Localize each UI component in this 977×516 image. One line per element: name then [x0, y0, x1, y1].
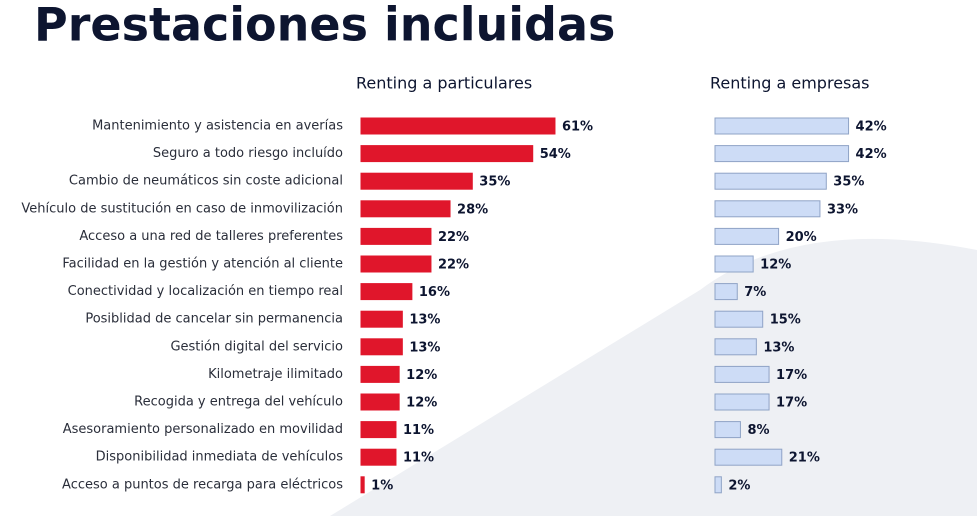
value-label: 13%	[409, 340, 440, 355]
value-label: 22%	[438, 258, 469, 273]
category-label: Recogida y entrega del vehículo	[134, 395, 343, 410]
value-label: 2%	[728, 478, 750, 493]
value-label: 15%	[770, 313, 801, 328]
value-label: 13%	[763, 340, 794, 355]
value-label: 7%	[744, 285, 766, 300]
value-label: 20%	[786, 230, 817, 245]
bar	[714, 310, 764, 328]
bar	[360, 365, 400, 383]
category-label: Gestión digital del servicio	[170, 339, 343, 354]
value-label: 35%	[479, 175, 510, 190]
category-label: Seguro a todo riesgo incluído	[153, 146, 343, 161]
category-label: Kilometraje ilimitado	[208, 367, 343, 382]
bar	[360, 145, 534, 163]
bar	[360, 476, 365, 494]
category-label: Posiblidad de cancelar sin permanencia	[85, 312, 343, 327]
bar	[360, 255, 432, 273]
background-shape	[330, 238, 977, 516]
bar	[714, 448, 783, 466]
bar	[360, 227, 432, 245]
bar	[360, 338, 403, 356]
value-label: 13%	[409, 313, 440, 328]
bar	[714, 145, 850, 163]
bar	[714, 421, 741, 439]
category-label: Conectividad y localización en tiempo re…	[68, 284, 343, 299]
value-label: 35%	[833, 175, 864, 190]
value-label: 12%	[406, 368, 437, 383]
value-label: 42%	[856, 147, 887, 162]
bar	[714, 476, 722, 494]
category-label: Mantenimiento y asistencia en averías	[92, 119, 343, 134]
bar	[714, 117, 850, 135]
bar	[714, 338, 757, 356]
value-label: 1%	[371, 478, 393, 493]
value-label: 11%	[403, 423, 434, 438]
value-label: 12%	[760, 258, 791, 273]
category-label: Acceso a puntos de recarga para eléctric…	[62, 477, 343, 492]
bar	[714, 283, 738, 301]
category-label: Cambio de neumáticos sin coste adicional	[69, 174, 343, 189]
panel-title: Renting a empresas	[710, 74, 870, 93]
value-label: 61%	[562, 120, 593, 135]
bar	[714, 227, 780, 245]
bar	[360, 172, 473, 190]
value-label: 16%	[419, 285, 450, 300]
value-label: 12%	[406, 396, 437, 411]
bar	[714, 255, 754, 273]
category-label: Disponibilidad inmediata de vehículos	[96, 450, 344, 465]
bar	[360, 200, 451, 218]
chart-title: Prestaciones incluidas	[34, 0, 615, 52]
category-label: Asesoramiento personalizado en movilidad	[63, 422, 343, 437]
bar	[360, 283, 413, 301]
category-label: Acceso a una red de talleres preferentes	[79, 229, 343, 244]
bar	[714, 172, 827, 190]
bar	[360, 448, 397, 466]
bar	[360, 393, 400, 411]
value-label: 22%	[438, 230, 469, 245]
category-label: Vehículo de sustitución en caso de inmov…	[21, 201, 343, 216]
bar	[360, 117, 556, 135]
bar	[714, 393, 770, 411]
value-label: 42%	[856, 120, 887, 135]
value-label: 33%	[827, 202, 858, 217]
category-label: Facilidad en la gestión y atención al cl…	[62, 257, 343, 272]
bar	[360, 421, 397, 439]
bar	[714, 200, 821, 218]
value-label: 17%	[776, 368, 807, 383]
bar	[714, 365, 770, 383]
value-label: 8%	[747, 423, 769, 438]
panel-title: Renting a particulares	[356, 74, 532, 93]
bar	[360, 310, 403, 328]
value-label: 54%	[540, 147, 571, 162]
value-label: 21%	[789, 451, 820, 466]
value-label: 28%	[457, 202, 488, 217]
value-label: 11%	[403, 451, 434, 466]
value-label: 17%	[776, 396, 807, 411]
